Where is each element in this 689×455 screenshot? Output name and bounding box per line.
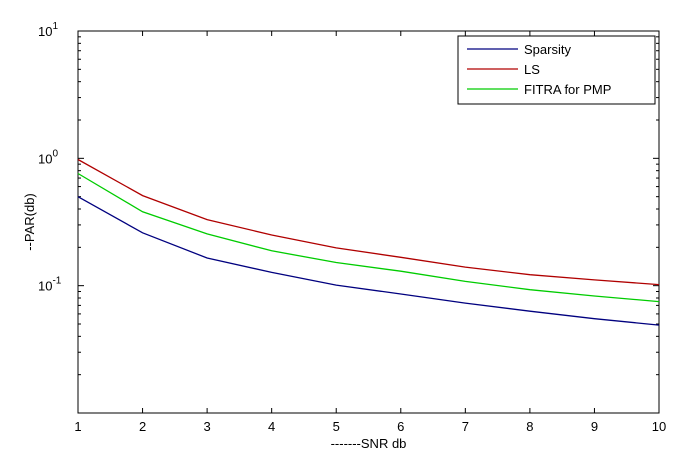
y-tick-label: 100 — [38, 148, 58, 166]
legend: Sparsity LS FITRA for PMP — [457, 35, 656, 105]
series-line-sparsity — [77, 196, 660, 326]
x-tick-label: 1 — [74, 419, 81, 434]
x-axis-label: -------SNR db — [331, 436, 407, 451]
x-tick-label: 10 — [652, 419, 666, 434]
x-tick-label: 7 — [462, 419, 469, 434]
x-tick-labels: 1 2 3 4 5 6 7 8 9 10 — [74, 419, 666, 434]
x-tick-label: 4 — [268, 419, 275, 434]
legend-box — [457, 35, 656, 105]
x-tick-label: 8 — [526, 419, 533, 434]
x-tick-label: 6 — [397, 419, 404, 434]
tick-marks — [77, 30, 660, 413]
legend-label: FITRA for PMP — [524, 82, 611, 97]
x-tick-label: 2 — [139, 419, 146, 434]
series-lines — [77, 158, 660, 326]
x-tick-label: 9 — [591, 419, 598, 434]
series-line-ls — [77, 158, 660, 286]
x-tick-label: 3 — [203, 419, 210, 434]
y-tick-label: 10-1 — [38, 276, 62, 294]
legend-label: Sparsity — [524, 42, 571, 57]
series-line-fitra-for-pmp — [77, 172, 660, 303]
legend-label: LS — [524, 62, 540, 77]
y-tick-labels: 10-1 100 101 — [38, 21, 62, 294]
y-axis-label: --PAR(db) — [22, 193, 37, 251]
y-tick-label: 101 — [38, 21, 58, 39]
x-tick-label: 5 — [333, 419, 340, 434]
